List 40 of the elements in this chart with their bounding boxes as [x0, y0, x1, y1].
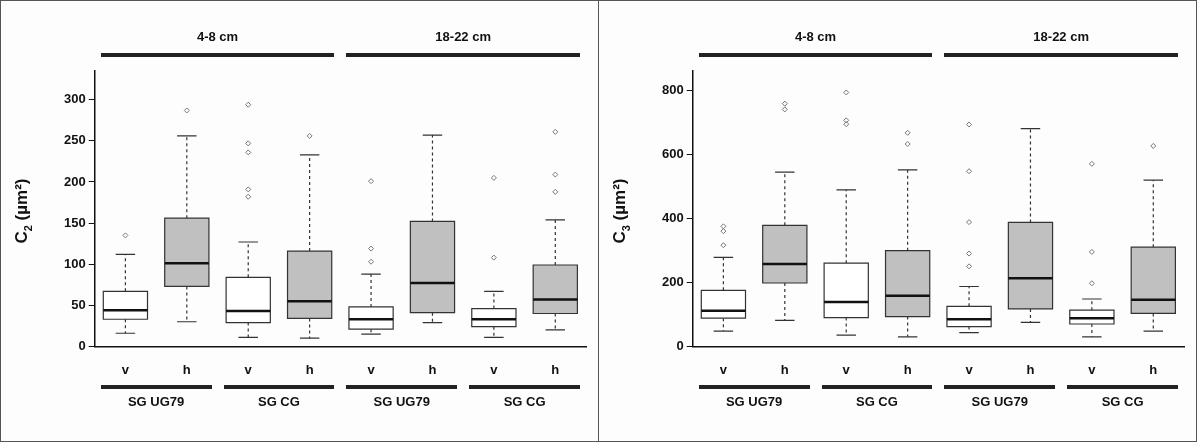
y-tick-label: 200	[63, 173, 86, 189]
y-tick-label: 800	[661, 81, 684, 97]
y-tick-label: 0	[676, 337, 684, 353]
text: SG CG	[855, 394, 898, 410]
x-tick-label: v	[490, 361, 499, 377]
y-tick-label: 250	[63, 132, 86, 148]
text: SG UG79	[127, 394, 185, 410]
text: 4-8 cm	[794, 29, 837, 44]
y-tick-label: 600	[661, 145, 684, 161]
text: SG UG79	[373, 394, 430, 410]
x-tick-label: v	[965, 361, 974, 377]
text: SG UG79	[725, 394, 783, 410]
y-tick-label: 0	[78, 337, 86, 353]
x-tick-label: h	[428, 361, 437, 377]
x-tick-label: v	[842, 361, 851, 377]
text: 4-8 cm	[196, 29, 239, 44]
text: 18-22 cm	[435, 29, 491, 44]
x-tick-label: v	[121, 361, 130, 377]
text: SG CG	[1101, 394, 1144, 410]
y-tick-label: 300	[63, 91, 86, 107]
x-tick-label: h	[1026, 361, 1035, 377]
x-tick-label: h	[305, 361, 314, 377]
text: SG UG79	[971, 394, 1028, 410]
x-tick-label: v	[719, 361, 728, 377]
x-tick-label: h	[903, 361, 912, 377]
text: SG CG	[257, 394, 300, 410]
y-tick-label: 150	[63, 214, 86, 230]
y-tick-label: 400	[661, 209, 684, 225]
x-tick-label: v	[367, 361, 376, 377]
x-tick-label: h	[551, 361, 560, 377]
y-tick-label: 100	[63, 255, 86, 271]
y-tick-label: 200	[661, 273, 684, 289]
x-tick-label: v	[244, 361, 253, 377]
x-tick-label: h	[182, 361, 191, 377]
x-tick-label: h	[780, 361, 789, 377]
y-tick-label: 50	[71, 296, 86, 312]
text: 18-22 cm	[1033, 29, 1089, 44]
text: SG CG	[503, 394, 546, 410]
x-tick-label: v	[1088, 361, 1097, 377]
x-tick-label: h	[1149, 361, 1158, 377]
